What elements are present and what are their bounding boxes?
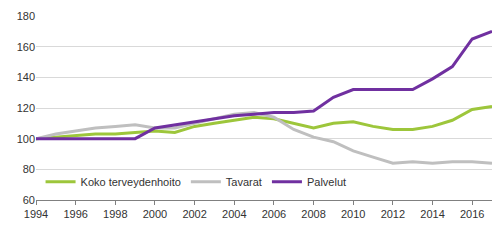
svg-text:2008: 2008 [301,208,325,220]
svg-text:Palvelut: Palvelut [307,176,346,188]
svg-text:1998: 1998 [103,208,127,220]
svg-text:160: 160 [17,41,35,53]
svg-text:80: 80 [23,163,35,175]
svg-text:Koko terveydenhoito: Koko terveydenhoito [81,176,181,188]
svg-text:2012: 2012 [381,208,405,220]
svg-text:2004: 2004 [222,208,246,220]
svg-text:100: 100 [17,133,35,145]
svg-text:2006: 2006 [262,208,286,220]
svg-text:2000: 2000 [143,208,167,220]
svg-text:140: 140 [17,71,35,83]
svg-text:Tavarat: Tavarat [226,176,262,188]
svg-text:1994: 1994 [24,208,48,220]
svg-text:2010: 2010 [341,208,365,220]
svg-text:2016: 2016 [460,208,484,220]
svg-text:2002: 2002 [182,208,206,220]
svg-text:60: 60 [23,194,35,206]
svg-text:1996: 1996 [63,208,87,220]
svg-text:2014: 2014 [420,208,444,220]
svg-text:180: 180 [17,10,35,22]
svg-text:120: 120 [17,102,35,114]
